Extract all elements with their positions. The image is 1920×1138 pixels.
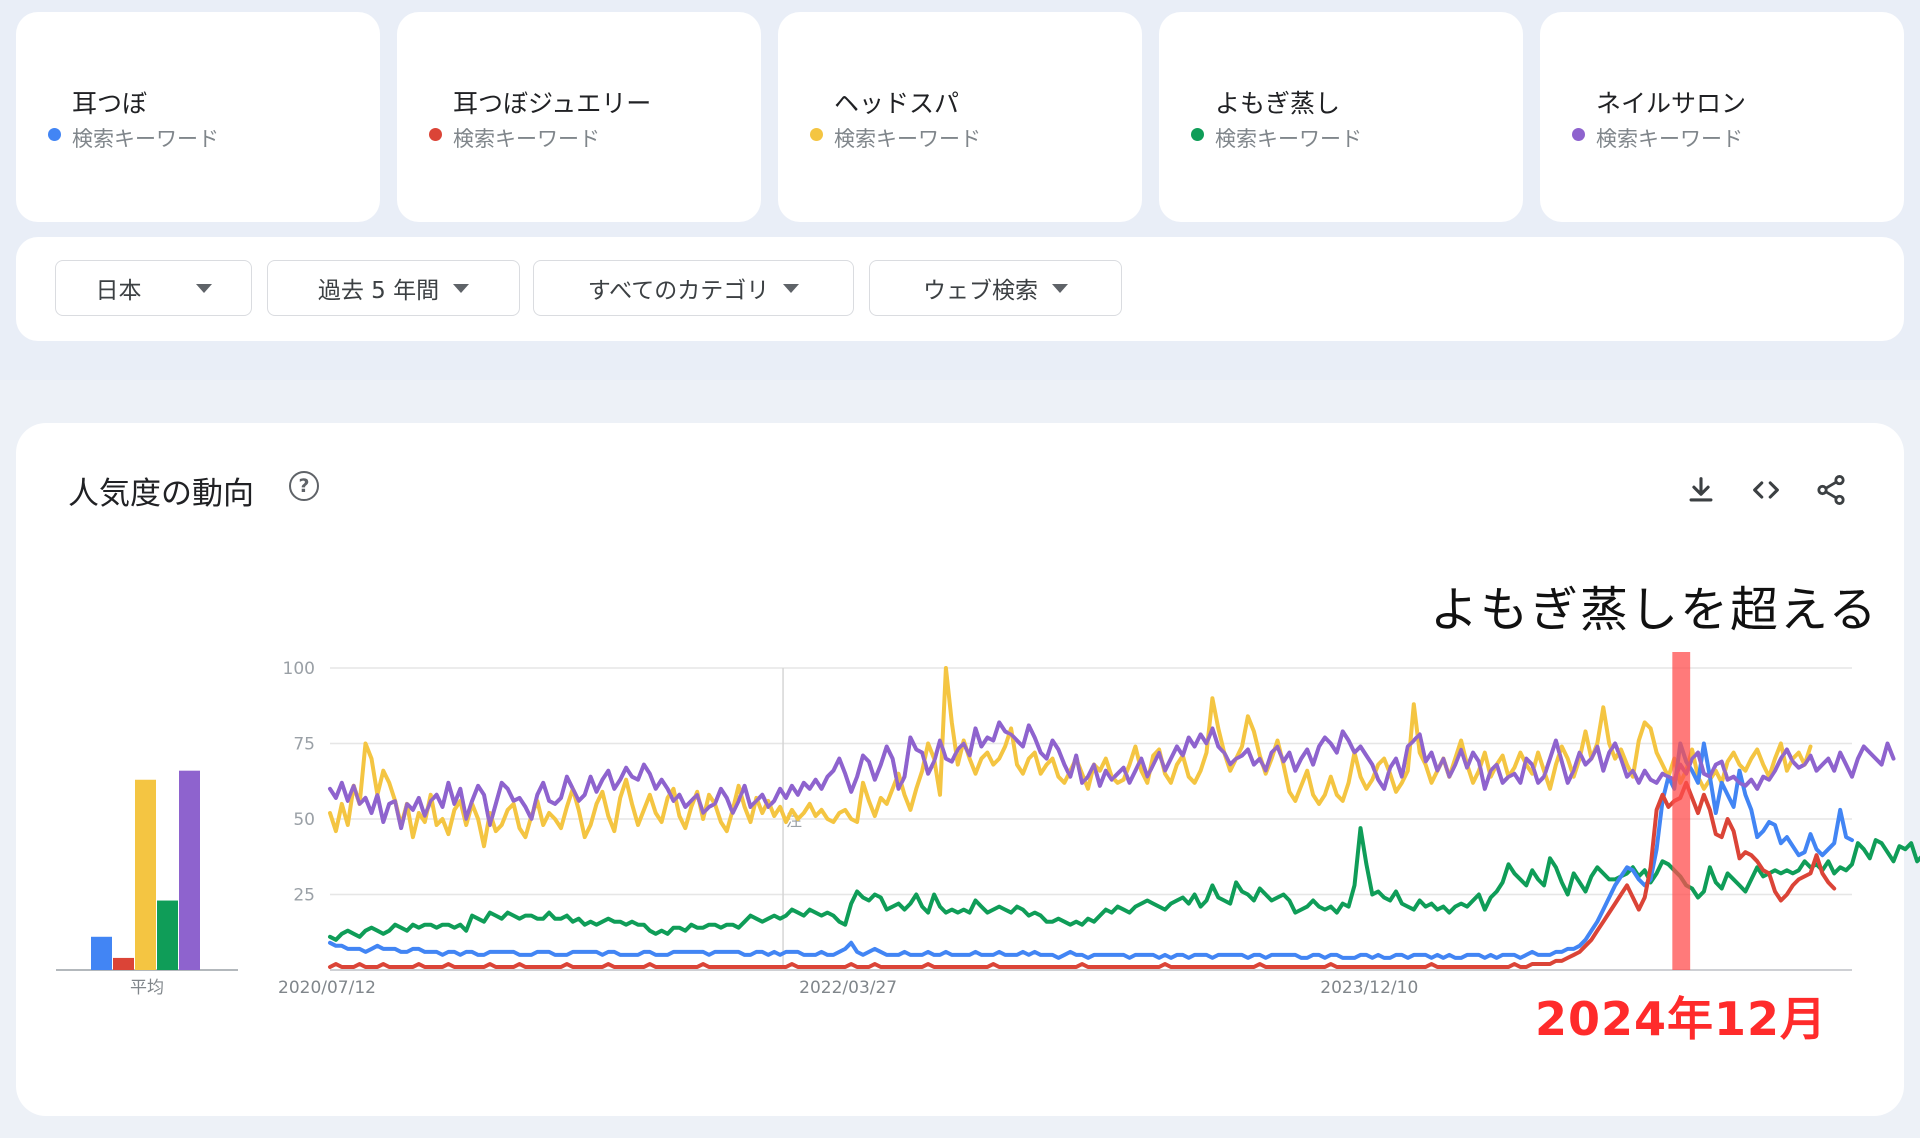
code-icon[interactable]: [1749, 473, 1783, 507]
term-name: 耳つぼ: [72, 89, 148, 118]
term-card-3[interactable]: ヘッドスパ 検索キーワード: [778, 12, 1142, 222]
series-color-dot: [429, 128, 442, 141]
search-type-value: ウェブ検索: [923, 278, 1038, 304]
chart-title: 人気度の動向: [68, 476, 254, 512]
series-color-dot: [1191, 128, 1204, 141]
annotation-exceeds-label: よもぎ蒸しを超える: [1430, 582, 1879, 638]
term-card-1[interactable]: 耳つぼ 検索キーワード: [16, 12, 380, 222]
filter-panel: 日本 過去 5 年間 すべてのカテゴリ ウェブ検索: [16, 237, 1904, 341]
term-name: ネイルサロン: [1596, 89, 1747, 118]
term-type-label: 検索キーワード: [1215, 127, 1362, 151]
period-dropdown[interactable]: 過去 5 年間: [267, 260, 520, 316]
dropdown-arrow-icon: [783, 283, 800, 293]
term-name: ヘッドスパ: [834, 89, 960, 118]
dropdown-arrow-icon: [453, 283, 470, 293]
term-card-4[interactable]: よもぎ蒸し 検索キーワード: [1159, 12, 1523, 222]
term-card-2[interactable]: 耳つぼジュエリー 検索キーワード: [397, 12, 761, 222]
dropdown-arrow-icon: [195, 283, 212, 293]
search-terms-row: 耳つぼ 検索キーワード 耳つぼジュエリー 検索キーワード ヘッドスパ 検索キーワ…: [16, 12, 1904, 224]
series-color-dot: [810, 128, 823, 141]
period-value: 過去 5 年間: [317, 278, 440, 304]
term-type-label: 検索キーワード: [1596, 127, 1743, 151]
annotation-date-label: 2024年12月: [1535, 992, 1828, 1046]
term-type-label: 検索キーワード: [834, 127, 981, 151]
help-circle-icon[interactable]: ?: [289, 471, 319, 501]
series-color-dot: [1572, 128, 1585, 141]
category-dropdown[interactable]: すべてのカテゴリ: [533, 260, 854, 316]
term-name: よもぎ蒸し: [1215, 89, 1341, 118]
dropdown-arrow-icon: [1052, 283, 1068, 293]
search-type-dropdown[interactable]: ウェブ検索: [869, 260, 1122, 316]
download-icon[interactable]: [1684, 473, 1718, 507]
term-type-label: 検索キーワード: [72, 127, 219, 151]
region-value: 日本: [95, 278, 142, 304]
term-card-5[interactable]: ネイルサロン 検索キーワード: [1540, 12, 1904, 222]
series-color-dot: [48, 128, 61, 141]
category-value: すべてのカテゴリ: [587, 278, 770, 304]
share-icon[interactable]: [1814, 473, 1848, 507]
term-name: 耳つぼジュエリー: [453, 89, 652, 118]
region-dropdown[interactable]: 日本: [55, 260, 252, 316]
term-type-label: 検索キーワード: [453, 127, 600, 151]
